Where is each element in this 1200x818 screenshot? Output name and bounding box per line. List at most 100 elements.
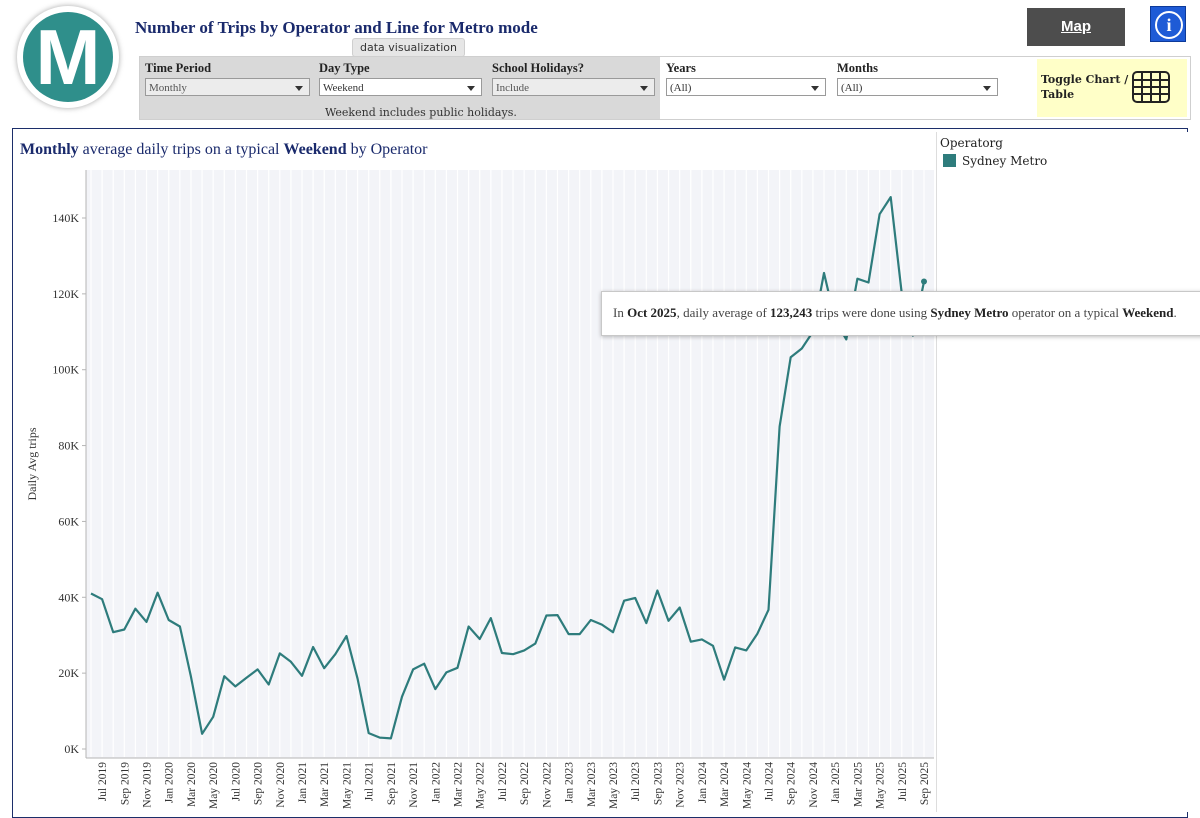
months-label: Months (837, 61, 878, 75)
legend-title: Operatorg (940, 136, 1003, 150)
time-period-label: Time Period (145, 61, 212, 75)
x-tick-label: Sep 2020 (253, 762, 265, 805)
y-axis-label: Daily Avg trips (25, 427, 39, 500)
months-value: (All) (841, 82, 863, 94)
data-visualization-tooltip: data visualization (352, 38, 465, 57)
x-tick-label: Mar 2025 (852, 762, 864, 807)
chevron-down-icon (811, 86, 819, 91)
data-point (921, 278, 927, 285)
x-tick-label: Jul 2022 (497, 762, 509, 802)
toggle-label: Toggle Chart / Table (1041, 72, 1128, 102)
filter-bar: Time Period Monthly Day Type Weekend Sch… (139, 56, 1191, 120)
x-tick-label: May 2022 (475, 762, 487, 809)
school-holidays-filter: School Holidays? Include (492, 61, 655, 96)
day-type-select[interactable]: Weekend (319, 78, 482, 96)
info-icon: i (1155, 11, 1183, 39)
x-tick-label: Jul 2025 (897, 762, 909, 802)
day-type-filter: Day Type Weekend (319, 61, 482, 96)
time-period-filter: Time Period Monthly (145, 61, 310, 96)
x-tick-label: Sep 2021 (386, 762, 398, 805)
chevron-down-icon (640, 86, 648, 91)
x-tick-label: Jan 2023 (564, 762, 576, 803)
x-tick-label: May 2020 (208, 762, 220, 809)
y-tick-label: 80K (58, 439, 79, 453)
chart-title-daytype: Weekend (283, 141, 347, 158)
chevron-down-icon (295, 86, 303, 91)
y-tick-label: 60K (58, 514, 79, 528)
plot-area (86, 170, 934, 758)
tip-text-2: , daily average of (676, 305, 771, 320)
tip-text-5: . (1173, 305, 1177, 320)
toggle-chart-table[interactable]: Toggle Chart / Table (1037, 59, 1187, 117)
x-tick-label: Sep 2023 (652, 762, 664, 805)
tip-text-4: operator on a typical (1008, 305, 1123, 320)
page-title: Number of Trips by Operator and Line for… (135, 18, 538, 37)
years-label: Years (666, 61, 696, 75)
y-tick-label: 140K (52, 211, 79, 225)
info-button[interactable]: i (1150, 6, 1186, 42)
x-tick-label: Jul 2019 (97, 762, 109, 802)
chart-title: Monthly average daily trips on a typical… (20, 141, 427, 159)
legend-item-label: Sydney Metro (962, 154, 1048, 168)
time-period-value: Monthly (149, 82, 187, 94)
x-tick-label: Nov 2023 (675, 762, 687, 808)
tip-text-3: trips were done using (812, 305, 931, 320)
tip-value: 123,243 (770, 305, 813, 320)
x-tick-label: Jul 2023 (630, 762, 642, 802)
time-period-select[interactable]: Monthly (145, 78, 310, 96)
x-tick-label: Jan 2025 (830, 762, 842, 803)
x-tick-label: Jan 2022 (430, 762, 442, 803)
x-tick-label: Nov 2021 (408, 762, 420, 808)
map-button[interactable]: Map (1027, 8, 1125, 46)
toggle-label-line1: Toggle Chart / (1041, 73, 1129, 86)
years-value: (All) (670, 82, 692, 94)
x-tick-label: Mar 2020 (186, 762, 198, 807)
x-tick-label: Mar 2022 (453, 762, 465, 807)
months-filter: Months (All) (837, 61, 998, 96)
series-line-sydney-metro (90, 196, 926, 740)
tip-day: Weekend (1122, 305, 1174, 320)
legend-item-sydney-metro[interactable]: Sydney Metro (943, 154, 1047, 168)
x-tick-label: Nov 2024 (808, 762, 820, 808)
x-tick-label: Mar 2024 (719, 762, 731, 807)
tip-operator: Sydney Metro (930, 305, 1009, 320)
chart-title-mid: average daily trips on a typical (78, 141, 284, 158)
toggle-label-line2: Table (1041, 88, 1075, 101)
metro-logo-letter: M (23, 12, 113, 102)
x-tick-label: Jan 2020 (164, 762, 176, 803)
x-tick-label: May 2024 (741, 762, 753, 809)
x-tick-label: Sep 2022 (519, 762, 531, 805)
years-select[interactable]: (All) (666, 78, 826, 96)
x-tick-label: Sep 2025 (919, 762, 931, 805)
x-tick-label: Jan 2021 (297, 762, 309, 803)
x-tick-label: Jul 2024 (764, 762, 776, 802)
y-tick-label: 0K (64, 742, 79, 756)
x-tick-label: Nov 2022 (541, 762, 553, 808)
x-tick-label: Jul 2020 (230, 762, 242, 802)
chevron-down-icon (983, 86, 991, 91)
legend: Operatorg Sydney Metro (936, 132, 1189, 812)
x-tick-label: Mar 2021 (319, 762, 331, 807)
x-tick-label: May 2023 (608, 762, 620, 809)
x-tick-label: Sep 2024 (786, 762, 798, 805)
y-tick-label: 20K (58, 666, 79, 680)
x-tick-label: Mar 2023 (586, 762, 598, 807)
metro-logo: M (17, 6, 119, 108)
x-tick-label: May 2025 (875, 762, 887, 809)
x-tick-label: Nov 2019 (142, 762, 154, 808)
tip-month: Oct 2025 (627, 305, 677, 320)
x-tick-label: Jan 2024 (697, 762, 709, 803)
chart-title-period: Monthly (20, 141, 79, 158)
y-tick-label: 40K (58, 590, 79, 604)
x-tick-label: Sep 2019 (119, 762, 131, 805)
table-icon (1132, 71, 1170, 103)
months-select[interactable]: (All) (837, 78, 998, 96)
day-type-label: Day Type (319, 61, 370, 75)
school-holidays-label: School Holidays? (492, 61, 585, 75)
chart-title-end: by Operator (346, 141, 428, 158)
y-tick-label: 120K (52, 287, 79, 301)
school-holidays-select[interactable]: Include (492, 78, 655, 96)
tip-text-1: In (613, 305, 628, 320)
x-tick-label: Jul 2021 (364, 762, 376, 802)
